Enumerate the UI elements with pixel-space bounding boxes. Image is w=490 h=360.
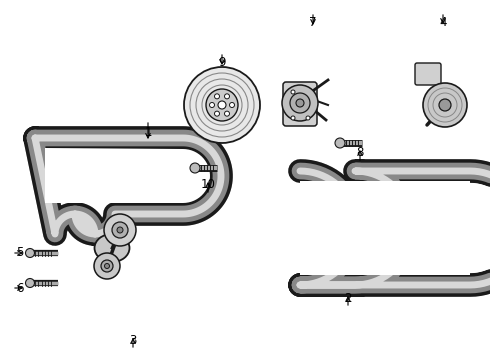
Text: 9: 9 (218, 55, 226, 68)
Circle shape (296, 99, 304, 107)
Circle shape (229, 103, 235, 108)
Text: 4: 4 (439, 15, 447, 28)
Polygon shape (355, 181, 490, 275)
Text: 3: 3 (129, 333, 137, 346)
Circle shape (215, 94, 220, 99)
Polygon shape (45, 148, 210, 203)
FancyBboxPatch shape (415, 63, 441, 85)
Circle shape (218, 101, 226, 109)
Circle shape (101, 260, 113, 272)
Circle shape (439, 99, 451, 111)
Circle shape (117, 227, 123, 233)
Polygon shape (300, 181, 400, 275)
Circle shape (291, 90, 295, 94)
Circle shape (25, 279, 34, 288)
Text: 6: 6 (16, 282, 24, 294)
Text: 8: 8 (356, 147, 364, 159)
Circle shape (206, 89, 238, 121)
Text: 7: 7 (309, 15, 317, 28)
FancyBboxPatch shape (283, 82, 317, 126)
Circle shape (210, 103, 215, 108)
Circle shape (112, 222, 128, 238)
Circle shape (224, 94, 229, 99)
Circle shape (104, 264, 109, 269)
Text: 5: 5 (16, 247, 24, 260)
Polygon shape (300, 183, 345, 273)
Circle shape (423, 83, 467, 127)
Circle shape (184, 67, 260, 143)
Circle shape (282, 85, 318, 121)
Circle shape (94, 253, 120, 279)
Circle shape (104, 214, 136, 246)
Circle shape (190, 163, 200, 173)
Circle shape (215, 111, 220, 116)
Ellipse shape (95, 234, 129, 262)
Text: 2: 2 (344, 292, 352, 305)
Circle shape (335, 138, 345, 148)
Text: 1: 1 (144, 126, 152, 139)
Circle shape (306, 116, 310, 120)
Circle shape (224, 111, 229, 116)
Circle shape (291, 116, 295, 120)
Circle shape (25, 248, 34, 257)
Circle shape (290, 93, 310, 113)
Text: 10: 10 (200, 179, 216, 192)
